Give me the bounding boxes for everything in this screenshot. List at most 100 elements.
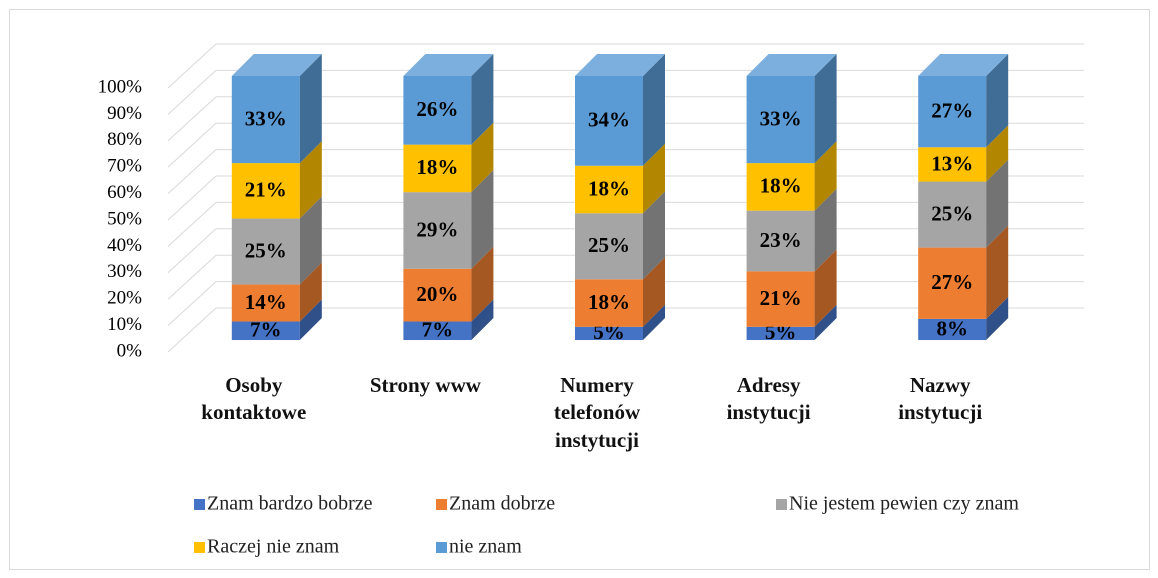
- y-tick-label: 70%: [107, 156, 142, 177]
- bar-front: [918, 76, 987, 148]
- bar-segment: [575, 54, 665, 166]
- bar-side: [299, 262, 322, 322]
- bar-side: [299, 141, 322, 219]
- data-label: 21%: [760, 286, 802, 310]
- bar-segment: [575, 304, 665, 340]
- bar-segment: [746, 249, 837, 327]
- data-label: 25%: [588, 233, 630, 257]
- bar-side: [986, 125, 1009, 182]
- bar-side: [471, 299, 494, 340]
- bar-side: [299, 54, 322, 164]
- bar-side: [471, 122, 494, 193]
- bar-front: [746, 163, 815, 211]
- data-label: 27%: [931, 98, 973, 122]
- legend-swatch: [436, 542, 447, 553]
- bar-side: [643, 54, 665, 166]
- grid-line-side: [167, 202, 217, 247]
- legend-label: nie znam: [449, 536, 522, 558]
- bar-front: [746, 76, 815, 164]
- bar-segment: [746, 188, 837, 272]
- grid-line-side: [167, 70, 217, 115]
- x-tick-label: Nazwy instytucji: [898, 373, 983, 425]
- bar-front: [575, 165, 643, 214]
- data-label: 23%: [760, 228, 802, 252]
- x-tick-label: Adresy instytucji: [726, 373, 811, 425]
- bar-front: [575, 76, 643, 166]
- bar-side: [986, 225, 1009, 319]
- bar-front: [746, 210, 815, 272]
- bar-segment: [746, 54, 837, 164]
- y-tick-label: 30%: [107, 261, 142, 282]
- data-label: 27%: [931, 270, 973, 294]
- bar-segment: [231, 54, 322, 164]
- data-label: 18%: [416, 155, 458, 179]
- grid-line-side: [167, 254, 217, 300]
- bar-top: [231, 54, 322, 76]
- x-tick-label: Strony www: [369, 373, 481, 397]
- bar-front: [231, 218, 300, 285]
- bar-front: [403, 321, 472, 340]
- data-label: 29%: [416, 217, 458, 241]
- bar-segment: [231, 299, 322, 340]
- y-tick-label: 20%: [107, 288, 142, 309]
- legend-swatch: [776, 499, 787, 510]
- bar-side: [299, 196, 322, 285]
- y-tick-label: 100%: [98, 76, 143, 97]
- legend-label: Znam bardzo bobrze: [207, 493, 373, 515]
- data-label: 18%: [760, 174, 802, 198]
- y-tick-label: 10%: [107, 314, 142, 335]
- data-label: 33%: [760, 106, 802, 130]
- bar-front: [918, 318, 987, 340]
- grid-line-side: [167, 228, 217, 274]
- data-label: 18%: [588, 290, 630, 314]
- y-tick-label: 0%: [117, 340, 143, 361]
- data-label: 34%: [588, 108, 630, 132]
- bar-front: [231, 163, 300, 219]
- bar-front: [231, 284, 300, 322]
- bar-segment: [403, 299, 494, 340]
- bar-segment: [575, 191, 665, 280]
- bar-side: [643, 143, 665, 214]
- bar-side: [299, 299, 322, 340]
- data-label: 26%: [416, 97, 458, 121]
- legend-label: Nie jestem pewien czy znam: [789, 493, 1019, 515]
- grid-line-side: [167, 122, 217, 168]
- data-label: 14%: [245, 290, 287, 314]
- bar-front: [918, 181, 987, 248]
- bar-side: [471, 54, 494, 145]
- data-label: 25%: [931, 201, 973, 225]
- bar-segment: [746, 304, 837, 340]
- x-tick-label: Numery telefonów instytucji: [553, 373, 641, 452]
- bar-top: [918, 54, 1009, 76]
- grid-line-side: [167, 281, 217, 326]
- bar-front: [403, 144, 472, 193]
- bar-front: [918, 247, 987, 319]
- legend-swatch: [436, 499, 447, 510]
- bar-side: [986, 296, 1009, 340]
- data-label: 13%: [931, 151, 973, 175]
- grid-line-side: [167, 96, 217, 142]
- bar-side: [643, 191, 665, 280]
- grid-line-side: [167, 307, 217, 353]
- data-label: 33%: [245, 106, 287, 130]
- data-label: 25%: [245, 238, 287, 262]
- bar-segment: [403, 122, 494, 193]
- bar-side: [471, 170, 494, 269]
- grid-line-side: [167, 175, 217, 221]
- data-label: 20%: [416, 282, 458, 306]
- bar-segment: [575, 143, 665, 214]
- data-label: 8%: [936, 316, 968, 340]
- bar-segment: [575, 257, 665, 327]
- bar-segment: [403, 246, 494, 322]
- bar-segment: [231, 262, 322, 322]
- bar-segment: [231, 196, 322, 285]
- bar-side: [986, 54, 1009, 148]
- bar-front: [746, 271, 815, 327]
- bar-side: [814, 141, 837, 211]
- bar-side: [814, 249, 837, 327]
- bar-front: [746, 326, 815, 340]
- bar-top: [403, 54, 494, 76]
- grid-line-side: [167, 43, 217, 89]
- bar-segment: [403, 54, 494, 145]
